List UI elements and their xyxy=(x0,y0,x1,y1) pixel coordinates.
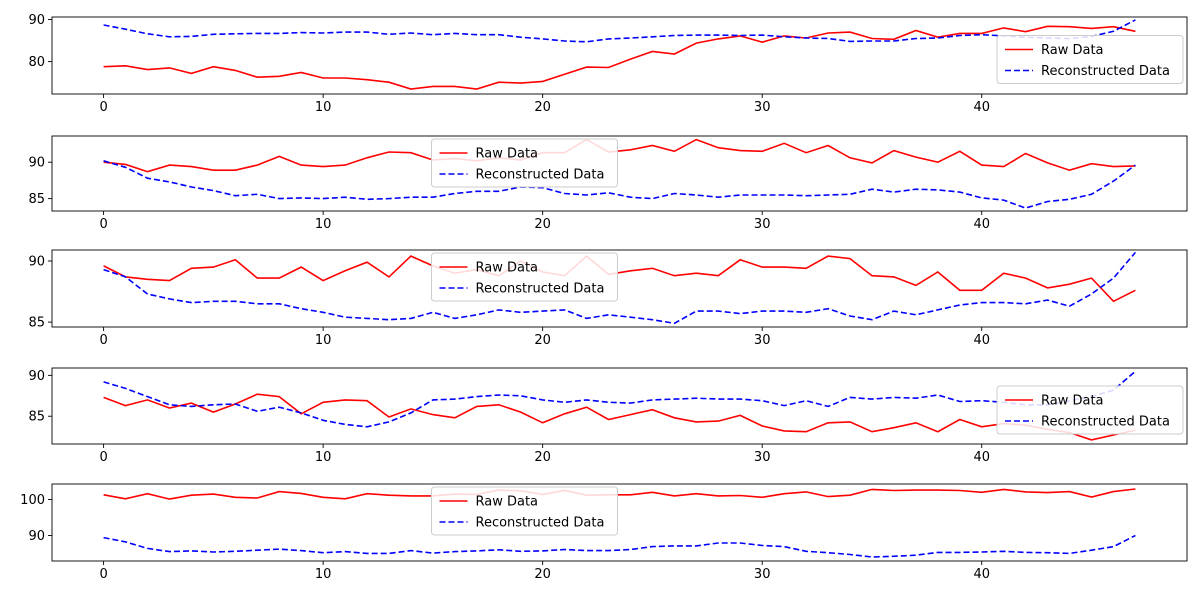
legend-raw-label: Raw Data xyxy=(1041,43,1104,58)
x-tick-label: 40 xyxy=(973,567,990,582)
x-tick-label: 20 xyxy=(534,333,551,348)
x-tick-label: 30 xyxy=(754,450,771,465)
axes-frame xyxy=(51,483,1188,562)
y-tick-label: 100 xyxy=(20,493,45,508)
legend-raw-label: Raw Data xyxy=(476,147,539,162)
x-tick-label: 0 xyxy=(99,100,107,115)
axes-frame xyxy=(51,367,1188,445)
reconstructed-data-line xyxy=(103,534,1136,558)
raw-data-line xyxy=(103,255,1136,303)
raw-data-line xyxy=(103,488,1136,500)
subplot-1: 0 10 20 30 40 80 90 Raw Data Reconstructed Data xyxy=(28,13,1188,115)
y-tick-label: 85 xyxy=(28,192,45,207)
x-tick-label: 10 xyxy=(315,567,332,582)
x-tick-label: 10 xyxy=(315,333,332,348)
x-tick-label: 20 xyxy=(534,450,551,465)
y-tick-label: 85 xyxy=(28,316,45,331)
x-tick-label: 20 xyxy=(534,100,551,115)
legend-reconstructed-label: Reconstructed Data xyxy=(1041,415,1170,430)
reconstructed-data-line xyxy=(103,19,1136,43)
x-tick-label: 40 xyxy=(973,450,990,465)
legend-box xyxy=(431,486,618,536)
legend-reconstructed-label: Reconstructed Data xyxy=(476,282,605,297)
legend-box xyxy=(431,252,618,302)
x-tick-label: 30 xyxy=(754,333,771,348)
legend: Raw Data Reconstructed Data xyxy=(996,385,1184,435)
y-tick-label: 90 xyxy=(28,13,45,28)
x-tick-label: 30 xyxy=(754,567,771,582)
x-tick-label: 0 xyxy=(99,333,107,348)
reconstructed-data-line xyxy=(103,251,1137,325)
raw-data-line xyxy=(103,25,1136,90)
raw-data-line xyxy=(103,393,1136,441)
y-tick-label: 80 xyxy=(28,55,45,70)
subplot-5: 0 10 20 30 40 90 100 Raw Data Reconstructed Data xyxy=(20,483,1188,582)
x-tick-label: 40 xyxy=(973,333,990,348)
legend-box xyxy=(996,385,1184,435)
legend: Raw Data Reconstructed Data xyxy=(431,252,618,302)
legend-box xyxy=(996,35,1184,84)
x-tick-label: 30 xyxy=(754,217,771,232)
legend-reconstructed-label: Reconstructed Data xyxy=(476,516,605,531)
x-tick-label: 10 xyxy=(315,450,332,465)
legend-raw-label: Raw Data xyxy=(1041,394,1104,409)
legend: Raw Data Reconstructed Data xyxy=(996,35,1184,84)
legend-box xyxy=(431,138,618,188)
x-tick-label: 0 xyxy=(99,450,107,465)
x-tick-label: 20 xyxy=(534,567,551,582)
x-tick-label: 0 xyxy=(99,217,107,232)
x-tick-label: 30 xyxy=(754,100,771,115)
raw-data-line xyxy=(103,138,1136,173)
legend-raw-label: Raw Data xyxy=(476,495,539,510)
axes-frame xyxy=(51,16,1188,95)
subplot-3: 0 10 20 30 40 85 90 Raw Data Reconstructed Data xyxy=(28,249,1188,348)
legend: Raw Data Reconstructed Data xyxy=(431,138,618,188)
subplot-4: 0 10 20 30 40 85 90 Raw Data Reconstructed Data xyxy=(28,367,1188,465)
reconstructed-data-line xyxy=(103,160,1136,209)
x-tick-label: 10 xyxy=(315,217,332,232)
legend-raw-label: Raw Data xyxy=(476,261,539,276)
axes-frame xyxy=(51,249,1188,328)
y-tick-label: 90 xyxy=(28,369,45,384)
legend: Raw Data Reconstructed Data xyxy=(431,486,618,536)
x-tick-label: 40 xyxy=(973,100,990,115)
x-tick-label: 0 xyxy=(99,567,107,582)
y-tick-label: 90 xyxy=(28,529,45,544)
subplot-2: 0 10 20 30 40 85 90 Raw Data Reconstructed Data xyxy=(28,135,1188,232)
x-tick-label: 40 xyxy=(973,217,990,232)
y-tick-label: 90 xyxy=(28,255,45,270)
y-tick-label: 85 xyxy=(28,410,45,425)
y-tick-label: 90 xyxy=(28,156,45,171)
legend-reconstructed-label: Reconstructed Data xyxy=(476,168,605,183)
x-tick-label: 10 xyxy=(315,100,332,115)
x-tick-label: 20 xyxy=(534,217,551,232)
legend-reconstructed-label: Reconstructed Data xyxy=(1041,64,1170,79)
axes-frame xyxy=(51,135,1188,212)
reconstructed-data-line xyxy=(103,370,1136,428)
